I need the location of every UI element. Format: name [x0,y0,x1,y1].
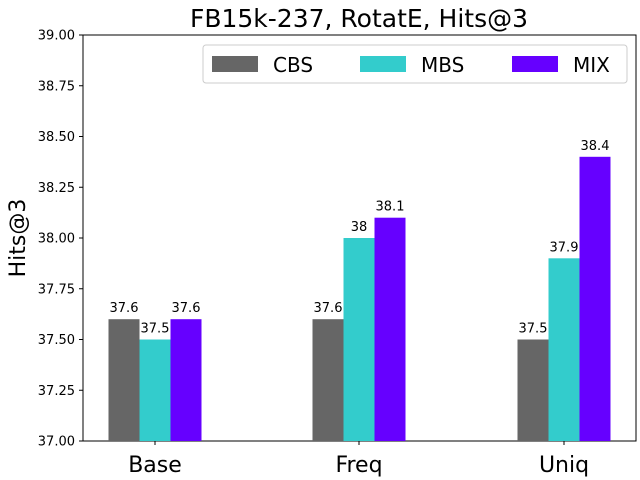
bar-mbs-freq [343,238,375,441]
legend-label-mbs: MBS [421,53,464,77]
bar-cbs-base [108,319,140,441]
y-tick-label: 38.75 [38,79,75,94]
y-tick-label: 37.00 [38,435,75,450]
legend-label-cbs: CBS [273,53,313,77]
data-label: 37.6 [172,301,201,316]
x-tick-label: Freq [335,453,382,478]
y-tick-label: 37.25 [38,384,75,399]
legend-swatch-cbs [212,56,258,72]
data-label: 37.6 [314,301,343,316]
legend-label-mix: MIX [573,53,610,77]
y-tick-label: 38.00 [38,232,75,247]
data-label: 37.5 [519,322,548,337]
bar-cbs-freq [312,319,344,441]
data-label: 37.5 [141,322,170,337]
legend-swatch-mbs [360,56,406,72]
y-tick-label: 39.00 [38,29,75,44]
data-label: 38 [351,220,368,235]
bar-mbs-base [139,339,171,441]
legend: CBS MBS MIX [202,44,628,84]
chart-title: FB15k-237, RotatE, Hits@3 [190,4,528,33]
bar-mix-uniq [579,156,611,442]
data-label: 38.4 [581,139,610,154]
data-label: 37.9 [550,240,579,255]
x-tick-label: Base [128,453,182,478]
y-tick-label: 37.75 [38,282,75,297]
y-tick-label: 37.50 [38,333,75,348]
legend-box [202,44,628,84]
y-tick-label: 38.50 [38,130,75,145]
y-axis-label: Hits@3 [6,199,31,278]
bar-cbs-uniq [517,339,549,441]
legend-swatch-mix [512,56,558,72]
bar-mbs-uniq [548,258,580,441]
bar-mix-freq [374,217,406,441]
data-label: 37.6 [110,301,139,316]
data-label: 38.1 [376,200,405,215]
y-tick-label: 38.25 [38,181,75,196]
x-tick-label: Uniq [539,453,589,478]
bar-mix-base [170,319,202,441]
plot-area: 37.00 37.25 37.50 37.75 38.00 38.25 38.50 38.75… [38,29,637,478]
